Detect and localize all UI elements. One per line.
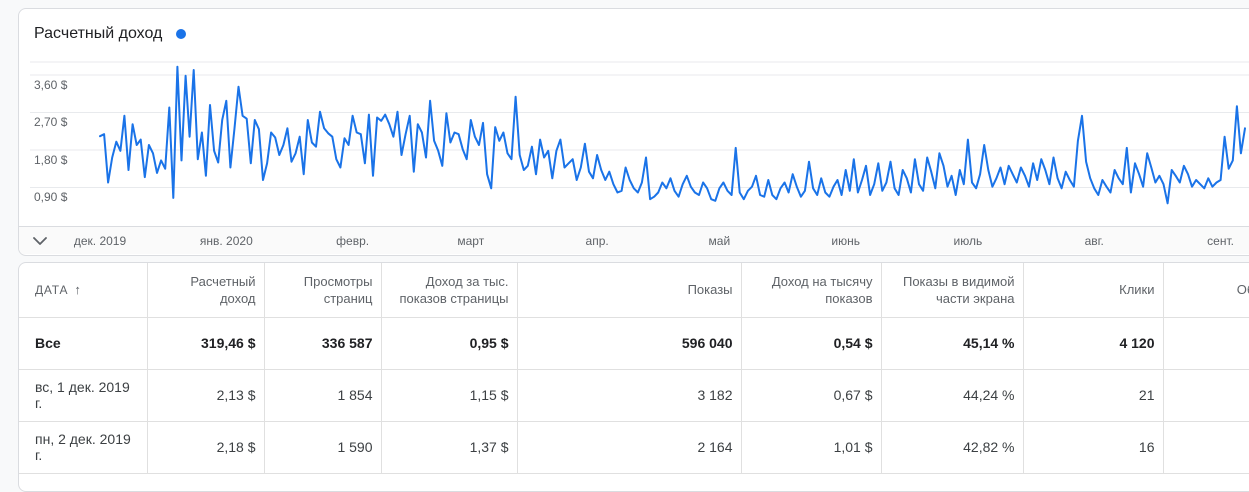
- earnings-series-line: [99, 65, 1246, 205]
- x-axis-month-label: авг.: [1084, 233, 1104, 248]
- value-cell: 2 164: [517, 421, 742, 474]
- x-axis-strip: дек. 2019 янв. 2020 февр. март апр. май июнь ию…: [19, 226, 1249, 254]
- column-header[interactable]: Расчетный доход: [147, 263, 265, 318]
- value-cell: [1163, 317, 1249, 370]
- column-header-label: ДАТА: [35, 282, 69, 297]
- value-cell: [1163, 421, 1249, 474]
- table-row: Все 319,46 $336 587 0,95 $596 040 0,54 $45,…: [19, 317, 1249, 370]
- value-cell: 4 120: [1023, 317, 1164, 370]
- x-axis-month-label: сент.: [1207, 233, 1234, 248]
- value-cell: 45,14 %: [881, 317, 1024, 370]
- collapse-chart-button[interactable]: [31, 232, 49, 250]
- value-cell: 0,95 $: [381, 317, 518, 370]
- y-axis-tick-label: 2,70 $: [34, 115, 68, 130]
- value-cell: 1,15 $: [381, 369, 518, 422]
- column-header-label: Показы: [687, 282, 733, 298]
- column-header[interactable]: Доход за тыс. показов страницы: [381, 263, 518, 318]
- value-cell: [1163, 369, 1249, 422]
- column-header-label: Показы в видимой части экрана: [902, 273, 1015, 306]
- table-row: пн, 2 дек. 2019 г. 2,18 $1 590 1,37 $2 164…: [19, 421, 1249, 474]
- chart-header: Расчетный доход: [19, 9, 1249, 58]
- x-axis-month-label: июль: [953, 233, 983, 248]
- y-axis-tick-label: 0,90 $: [34, 190, 68, 205]
- column-header[interactable]: Клики: [1023, 263, 1164, 318]
- value-cell: 0,54 $: [741, 317, 882, 370]
- column-header[interactable]: ДАТА ↑: [19, 263, 148, 318]
- metric-legend-dot-icon[interactable]: [176, 28, 187, 39]
- value-cell: 44,24 %: [881, 369, 1024, 422]
- report-table-card: ДАТА ↑ Расчетный доход Просмотры страниц Дох…: [18, 262, 1249, 492]
- table-header-row: ДАТА ↑ Расчетный доход Просмотры страниц Дох…: [19, 263, 1249, 318]
- value-cell: 1 854: [264, 369, 382, 422]
- column-header-label: Доход за тыс. показов страницы: [399, 273, 509, 306]
- date-cell: пн, 2 дек. 2019 г.: [19, 421, 148, 474]
- table-row: вс, 1 дек. 2019 г. 2,13 $1 854 1,15 $3 182…: [19, 369, 1249, 422]
- value-cell: 3 182: [517, 369, 742, 422]
- value-cell: 42,82 %: [881, 421, 1024, 474]
- column-header[interactable]: Общ: [1163, 263, 1249, 318]
- y-axis-tick-label: 1,80 $: [34, 152, 68, 167]
- column-header[interactable]: Доход на тысячу показов: [741, 263, 882, 318]
- value-cell: 2,13 $: [147, 369, 265, 422]
- chevron-down-icon: [33, 236, 47, 245]
- value-cell: 596 040: [517, 317, 742, 370]
- column-header-label: Просмотры страниц: [303, 273, 373, 306]
- column-header[interactable]: Показы: [517, 263, 742, 318]
- value-cell: 1 590: [264, 421, 382, 474]
- column-header[interactable]: Просмотры страниц: [264, 263, 382, 318]
- x-axis-month-label: февр.: [336, 233, 370, 248]
- column-header-label: Клики: [1119, 282, 1155, 298]
- report-table: ДАТА ↑ Расчетный доход Просмотры страниц Дох…: [19, 263, 1249, 474]
- value-cell: 16: [1023, 421, 1164, 474]
- value-cell: 21: [1023, 369, 1164, 422]
- value-cell: 336 587: [264, 317, 382, 370]
- chart-title: Расчетный доход: [34, 24, 163, 42]
- column-header-label: Доход на тысячу показов: [771, 273, 873, 306]
- sort-ascending-icon: ↑: [74, 281, 81, 297]
- date-cell: вс, 1 дек. 2019 г.: [19, 369, 148, 422]
- earnings-line-chart: 3,60 $ 2,70 $ 1,80 $ 0,90 $: [19, 58, 1249, 226]
- x-axis-month-label: март: [457, 233, 485, 248]
- date-cell: Все: [19, 317, 148, 370]
- x-axis-month-label: апр.: [585, 233, 609, 248]
- x-axis-month-label: янв. 2020: [199, 233, 253, 248]
- x-axis-month-label: май: [708, 233, 731, 248]
- value-cell: 2,18 $: [147, 421, 265, 474]
- x-axis-month-label: июнь: [831, 233, 860, 248]
- line-chart-svg: [30, 61, 1249, 205]
- column-header-label: Общ: [1236, 282, 1249, 298]
- column-header[interactable]: Показы в видимой части экрана: [881, 263, 1024, 318]
- x-axis-month-label: дек. 2019: [73, 233, 127, 248]
- column-header-label: Расчетный доход: [190, 273, 256, 306]
- y-axis-tick-label: 3,60 $: [34, 77, 68, 92]
- earnings-chart-card: Расчетный доход 3,60 $ 2,70 $ 1,80 $ 0,90 $…: [18, 8, 1249, 256]
- value-cell: 1,37 $: [381, 421, 518, 474]
- value-cell: 1,01 $: [741, 421, 882, 474]
- value-cell: 319,46 $: [147, 317, 265, 370]
- value-cell: 0,67 $: [741, 369, 882, 422]
